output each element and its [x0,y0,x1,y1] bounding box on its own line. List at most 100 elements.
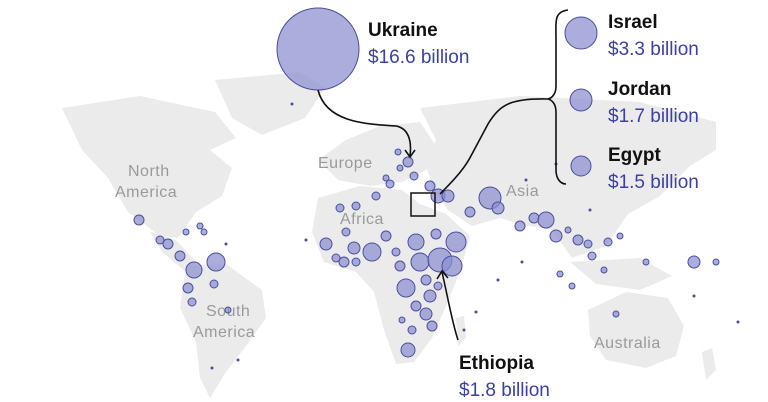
aid-bubble [335,203,345,213]
aid-dot [588,208,592,212]
aid-dot [736,320,740,324]
aid-bubble [612,310,620,318]
callout-label-ethiopia: Ethiopia [459,353,534,374]
south-america-land [180,264,266,398]
aid-dot [210,366,214,370]
aid-dot [304,238,308,242]
asia-land [420,96,716,258]
aid-bubble [371,191,381,201]
aid-bubble [382,174,390,182]
aid-bubble [441,189,455,203]
aid-bubble [391,247,401,257]
aid-bubble [410,300,422,312]
callout-value-ukraine: $16.6 billion [368,47,469,68]
region-label-europe: Europe [318,155,373,172]
aid-bubble [351,201,361,211]
aid-bubble [224,306,232,314]
aid-bubble [400,342,416,358]
aid-bubble [603,237,613,247]
australia-land [588,292,684,368]
aid-bubble [514,220,526,232]
aid-bubble [419,307,433,321]
region-label-asia: Asia [506,183,539,200]
aid-bubble [351,257,361,267]
callout-value-israel: $3.3 billion [608,39,699,60]
aid-dot [236,358,240,362]
aid-bubble [420,274,432,286]
land-layer [62,72,716,398]
aid-bubble [362,242,382,262]
aid-bubble [430,228,442,240]
aid-bubble [426,320,438,332]
aid-bubble [200,228,208,236]
aid-dot [692,294,696,298]
aid-bubble [556,270,564,278]
ukraine-arrow-head [404,149,416,159]
legend-bubble-israel [564,16,598,50]
aid-bubble [133,214,145,226]
legend-bubble-jordan [569,88,593,112]
legend-bubble-ukraine [276,7,360,91]
southeast-asia-land [570,258,672,290]
aid-bubble [433,281,443,291]
aid-bubble [409,171,419,181]
madagascar-land [456,316,466,346]
aid-dot [462,328,466,332]
aid-bubble [185,261,203,279]
callout-label-jordan: Jordan [608,79,671,100]
aid-bubble [549,229,563,243]
aid-bubble [182,282,194,294]
aid-bubble [338,256,350,268]
aid-bubble [182,228,190,236]
aid-bubble [407,233,425,251]
aid-bubbles [133,102,740,370]
callout-ukraine: Ukraine $16.6 billion [276,7,469,159]
aid-dot [290,102,294,106]
callout-label-israel: Israel [608,12,658,33]
aid-bubble [572,234,584,246]
region-label-australia: Australia [594,335,661,352]
aid-bubble [423,289,437,303]
aid-dot [524,178,528,182]
aid-bubble [394,260,406,272]
legend-bubble-egypt [570,155,592,177]
aid-bubble [410,252,430,272]
north-america-land [62,96,236,238]
aid-bubble [564,226,572,234]
aid-bubble [385,179,395,189]
aid-bubble [174,250,186,262]
africa-land [312,186,470,364]
aid-bubble [568,282,576,290]
aid-bubble [187,297,197,307]
region-label-africa: Africa [340,211,384,228]
aid-bubble [196,222,204,230]
europe-land [318,122,436,186]
greenland-land [215,72,325,135]
aid-bubble [398,316,406,324]
aid-bubble [341,227,351,237]
ethiopia-leader-line [441,271,459,341]
callout-ethiopia: Ethiopia $1.8 billion [436,269,550,401]
aid-bubble [424,180,436,192]
callout-value-ethiopia: $1.8 billion [459,380,550,401]
aid-bubble [583,239,593,249]
aid-bubble [491,201,505,215]
ethiopia-arrow-head [436,269,449,280]
callout-value-egypt: $1.5 billion [608,172,699,193]
middle-east-highlight-box [410,192,436,217]
new-zealand-land [702,348,716,380]
callout-label-egypt: Egypt [608,145,661,166]
aid-dot [224,242,228,246]
aid-bubble [441,255,463,277]
callout-label-ukraine: Ukraine [368,20,438,41]
aid-dot [474,310,478,314]
aid-bubble [206,252,226,272]
aid-bubble [162,238,174,250]
ukraine-leader-line [317,89,412,157]
callout-value-jordan: $1.7 billion [608,106,699,127]
aid-bubble [347,241,361,255]
aid-bubble [396,164,404,172]
aid-bubble [642,258,650,266]
middle-east-leader-line [439,98,549,195]
